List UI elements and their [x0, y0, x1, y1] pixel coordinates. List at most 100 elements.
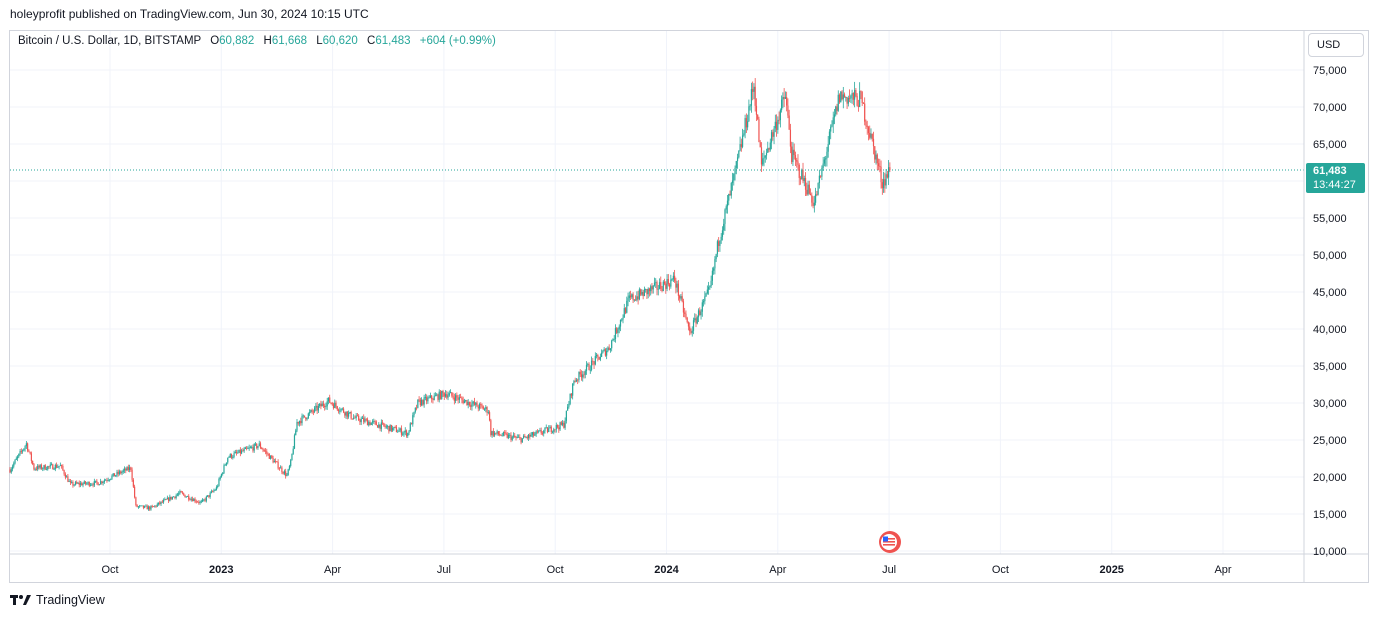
price-tick-label: 35,000 [1313, 361, 1347, 373]
candle-body [147, 506, 150, 510]
candle-body [242, 450, 244, 452]
candle-body [559, 422, 561, 430]
candle-body [637, 296, 639, 300]
candle-body [388, 425, 390, 432]
candle-body [862, 103, 865, 104]
candle-body [804, 178, 807, 190]
candle-body [754, 86, 756, 106]
candle-body [256, 443, 258, 449]
candle-body [356, 415, 359, 417]
candle-body [506, 433, 508, 438]
candle-body [482, 406, 484, 410]
candle-body [699, 310, 701, 316]
candle-body [120, 471, 122, 474]
candle-body [105, 479, 107, 481]
candle-body [329, 397, 331, 403]
candle-body [555, 425, 557, 430]
candle-body [232, 456, 234, 458]
candle-body [593, 361, 595, 365]
candle-body [500, 434, 502, 436]
candle-body [670, 279, 672, 287]
candle-body [731, 180, 734, 184]
candle-body [29, 451, 31, 454]
candle-body [212, 491, 214, 493]
candle-body [836, 106, 838, 111]
currency-button[interactable]: USD [1308, 33, 1364, 57]
bar-countdown: 13:44:27 [1313, 179, 1356, 191]
candle-body [549, 426, 551, 429]
candle-body [53, 469, 55, 471]
candle-body [24, 446, 26, 449]
candle-body [191, 498, 194, 502]
time-tick-label: Oct [992, 564, 1009, 576]
candle-body [522, 435, 525, 439]
candle-body [531, 432, 533, 435]
candle-body [407, 433, 409, 437]
candle-body [101, 481, 103, 484]
candle-body [740, 144, 742, 147]
candle-body [87, 482, 89, 484]
candle-body [827, 144, 829, 152]
candle-body [64, 474, 66, 478]
candle-body [671, 279, 673, 281]
candle-body [224, 464, 226, 466]
candle-body [590, 360, 593, 370]
candle-body [214, 489, 216, 491]
candle-body [405, 430, 408, 437]
candle-body [188, 496, 190, 500]
candle-body [100, 481, 102, 485]
candle-body [543, 430, 545, 434]
candle-body [106, 479, 108, 481]
candle-body [81, 483, 83, 486]
candle-body [627, 298, 629, 301]
candle-body [345, 411, 347, 416]
brand-name[interactable]: TradingView [36, 593, 105, 607]
candle-body [519, 437, 521, 438]
candle-body [711, 270, 713, 281]
candle-body [433, 395, 435, 401]
candle-body [609, 348, 612, 350]
candle-body [190, 498, 192, 500]
candle-body [797, 161, 799, 165]
candle-body [43, 465, 45, 469]
candle-body [152, 506, 155, 508]
time-tick-label: Oct [547, 564, 564, 576]
change-value: +604 (+0.99%) [419, 35, 496, 47]
candle-body [791, 146, 793, 162]
candle-body [436, 394, 438, 396]
candle-body [796, 160, 798, 162]
candle-body [59, 465, 61, 467]
candle-body [67, 476, 69, 482]
candle-body [385, 426, 387, 428]
candle-body [475, 402, 477, 405]
candle-body [154, 505, 156, 507]
candle-body [752, 89, 754, 92]
us-flag-icon[interactable] [877, 530, 903, 554]
candle-body [852, 93, 854, 100]
candle-body [860, 91, 862, 92]
candle-body [112, 473, 114, 476]
candle-body [239, 449, 241, 454]
candle-body [196, 501, 199, 503]
candle-body [759, 142, 761, 148]
candle-body [308, 412, 311, 414]
candle-body [361, 417, 364, 419]
candle-body [510, 434, 512, 440]
candle-body [541, 433, 544, 435]
candle-body [32, 460, 34, 464]
symbol-title[interactable]: Bitcoin / U.S. Dollar, 1D, BITSTAMP [18, 35, 201, 47]
candle-body [585, 364, 588, 371]
candle-body [47, 466, 49, 470]
price-tick-label: 25,000 [1313, 435, 1347, 447]
candle-body [818, 175, 820, 183]
candle-body [483, 408, 486, 410]
candle-body [472, 401, 474, 404]
candle-body [68, 481, 70, 482]
candle-body [823, 159, 826, 164]
candle-body [71, 482, 73, 483]
candle-body [412, 415, 414, 425]
candle-body [399, 428, 401, 431]
candle-body [613, 338, 615, 340]
candle-body [632, 294, 634, 301]
